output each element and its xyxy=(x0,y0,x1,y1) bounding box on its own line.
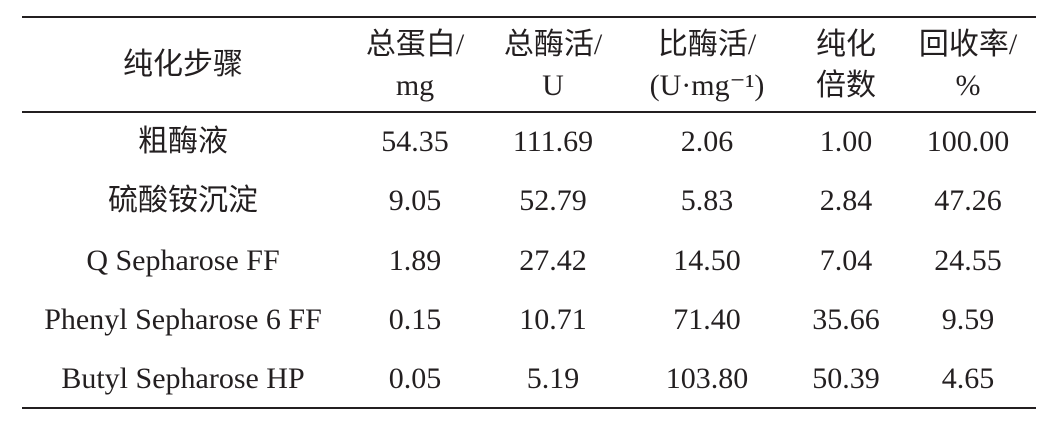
table-cell: 1.89 xyxy=(388,244,442,277)
header-cell: % xyxy=(955,69,981,102)
table-cell: 47.26 xyxy=(934,184,1002,217)
header-cell: 回收率/ xyxy=(918,28,1018,61)
row-label: 粗酶液 xyxy=(138,125,228,158)
table-cell: 27.42 xyxy=(519,244,587,277)
row-label: Q Sepharose FF xyxy=(86,244,280,277)
table-cell: 103.80 xyxy=(665,362,749,395)
table-cell: 9.05 xyxy=(388,184,442,217)
header-cell: 比酶活/ xyxy=(657,28,757,61)
header-cell: 纯化步骤 xyxy=(123,48,243,81)
table-cell: 4.65 xyxy=(941,362,995,395)
header-cell: 总蛋白/ xyxy=(365,28,465,61)
table-cell: 35.66 xyxy=(812,303,880,336)
header-cell: 倍数 xyxy=(816,69,876,102)
table-cell: 1.00 xyxy=(819,125,873,158)
table-cell: 111.69 xyxy=(512,125,594,158)
bottom-rule xyxy=(22,407,1036,409)
row-label: Phenyl Sepharose 6 FF xyxy=(44,303,322,336)
row-label: 硫酸铵沉淀 xyxy=(108,184,258,217)
header-rule xyxy=(22,111,1036,113)
table-cell: 2.84 xyxy=(819,184,873,217)
table-cell: 9.59 xyxy=(941,303,995,336)
table-cell: 54.35 xyxy=(381,125,449,158)
top-rule xyxy=(22,16,1036,18)
table-cell: 14.50 xyxy=(673,244,741,277)
table-cell: 100.00 xyxy=(926,125,1010,158)
row-label: Butyl Sepharose HP xyxy=(61,362,305,395)
table-cell: 7.04 xyxy=(819,244,873,277)
table-cell: 50.39 xyxy=(812,362,880,395)
header-cell: U xyxy=(542,69,564,102)
table-cell: 52.79 xyxy=(519,184,587,217)
table-cell: 5.19 xyxy=(526,362,580,395)
table-cell: 0.05 xyxy=(388,362,442,395)
header-cell: (U·mg⁻¹) xyxy=(649,69,765,102)
table-cell: 2.06 xyxy=(680,125,734,158)
table-cell: 0.15 xyxy=(388,303,442,336)
table-cell: 5.83 xyxy=(680,184,734,217)
header-cell: 纯化 xyxy=(816,28,876,61)
table-cell: 24.55 xyxy=(934,244,1002,277)
header-cell: mg xyxy=(395,69,435,102)
table-cell: 71.40 xyxy=(673,303,741,336)
header-cell: 总酶活/ xyxy=(503,28,603,61)
table-cell: 10.71 xyxy=(519,303,587,336)
